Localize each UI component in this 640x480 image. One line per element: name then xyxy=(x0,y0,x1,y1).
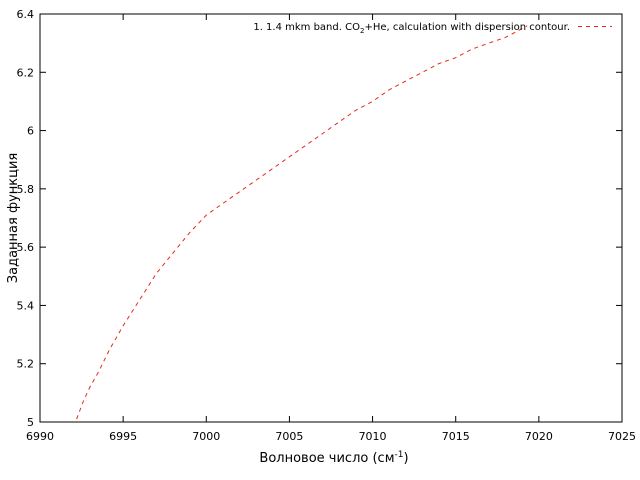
tick-labels: 6990 6995 7000 7005 7010 7015 7020 7025 5 5.2 5.4 5… xyxy=(17,8,637,443)
ticks xyxy=(39,13,623,423)
x-axis-title: Волновое число (см-1) xyxy=(259,450,408,466)
y-tick-label: 5.4 xyxy=(17,299,35,312)
legend: 1. 1.4 mkm band. CO2+He, calculation wit… xyxy=(253,22,612,35)
x-tick-label: 7000 xyxy=(192,430,220,443)
legend-label: 1. 1.4 mkm band. CO2+He, calculation wit… xyxy=(253,22,570,35)
x-tick-label: 6995 xyxy=(109,430,137,443)
y-tick-label: 5.2 xyxy=(17,358,35,371)
x-tick-label: 7010 xyxy=(359,430,387,443)
x-tick-label: 6990 xyxy=(26,430,54,443)
y-axis-title: Заданная функция xyxy=(6,153,21,283)
y-tick-label: 5.6 xyxy=(17,241,35,254)
y-tick-label: 6.2 xyxy=(17,66,35,79)
y-tick-label: 6.4 xyxy=(17,8,35,21)
plot-frame xyxy=(39,13,623,423)
x-tick-label: 7025 xyxy=(608,430,636,443)
x-tick-label: 7015 xyxy=(442,430,470,443)
x-tick-label: 7005 xyxy=(275,430,303,443)
y-tick-label: 6 xyxy=(27,125,34,138)
y-tick-label: 5 xyxy=(27,416,34,429)
y-tick-label: 5.8 xyxy=(17,183,35,196)
series-line xyxy=(76,25,528,420)
x-tick-label: 7020 xyxy=(525,430,553,443)
